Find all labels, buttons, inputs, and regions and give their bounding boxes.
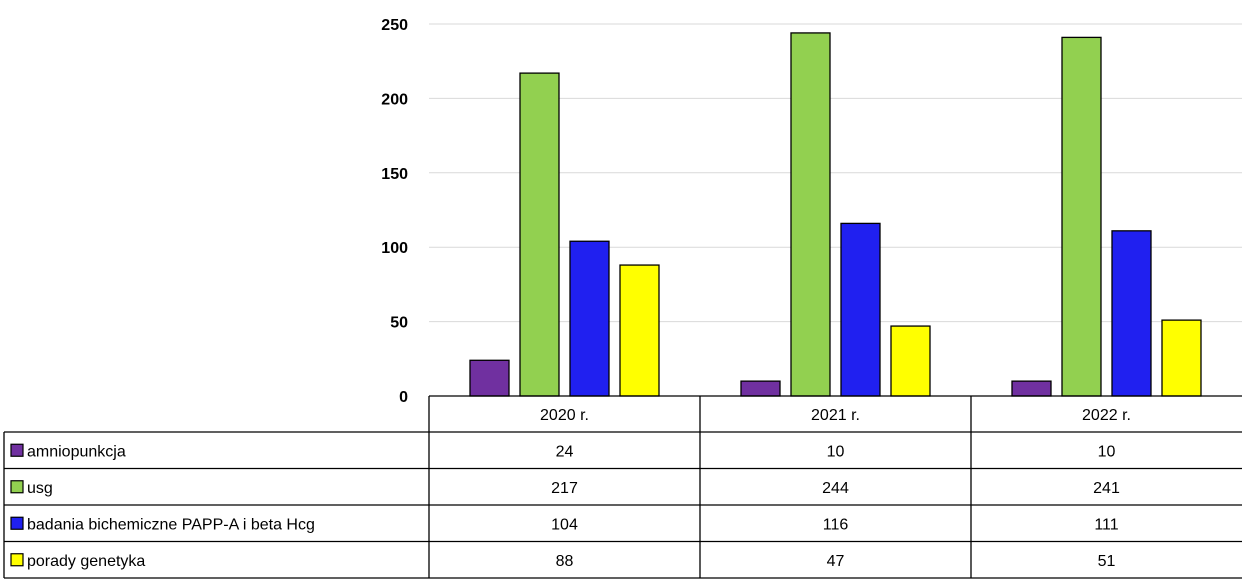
y-tick-label: 100 <box>381 240 408 257</box>
bar-amniopunkcja-2021r <box>740 380 781 397</box>
table-cell-value: 217 <box>551 480 578 497</box>
series-label: amniopunkcja <box>27 443 126 460</box>
bars <box>469 32 1202 397</box>
table-header-category: 2022 r. <box>1082 407 1131 424</box>
series-label: usg <box>27 480 53 497</box>
table-cell-value: 88 <box>556 553 574 570</box>
bar-porady-2020r <box>619 264 660 397</box>
legend-key <box>10 516 24 530</box>
bar-badania-2022r <box>1111 230 1152 397</box>
gridlines <box>429 23 1242 323</box>
table-cell-value: 47 <box>827 553 845 570</box>
table-cell-value: 10 <box>1098 443 1116 460</box>
y-tick-label: 150 <box>381 166 408 183</box>
y-tick-label: 250 <box>381 17 408 34</box>
table-header-category: 2020 r. <box>540 407 589 424</box>
y-tick-label: 0 <box>399 389 408 406</box>
bar-usg-2022r <box>1061 36 1102 397</box>
table-cell-value: 24 <box>556 443 574 460</box>
legend-key <box>10 443 24 457</box>
bar-badania-2021r <box>840 222 881 397</box>
series-label: porady genetyka <box>27 553 145 570</box>
bar-badania-2020r <box>569 240 610 397</box>
y-tick-label: 200 <box>381 91 408 108</box>
bar-amniopunkcja-2020r <box>469 359 510 397</box>
series-label: badania bichemiczne PAPP-A i beta Hcg <box>27 516 315 533</box>
table-cell-value: 51 <box>1098 553 1116 570</box>
legend-key <box>10 553 24 567</box>
bar-usg-2020r <box>519 72 560 397</box>
bar-porady-2021r <box>890 325 931 397</box>
data-table: 2020 r. 2021 r. 2022 r. amniopunkcja 24 10 10 u… <box>3 395 1242 579</box>
table-header-category: 2021 r. <box>811 407 860 424</box>
bar-porady-2022r <box>1161 319 1202 397</box>
table-cell-value: 10 <box>827 443 845 460</box>
legend-key <box>10 480 24 494</box>
table-cell-value: 111 <box>1094 516 1118 533</box>
table-cell-value: 244 <box>822 480 849 497</box>
table-cell-value: 241 <box>1093 480 1120 497</box>
bar-amniopunkcja-2022r <box>1011 380 1052 397</box>
table-cell-value: 116 <box>823 516 849 533</box>
bar-usg-2021r <box>790 32 831 397</box>
table-cell-value: 104 <box>551 516 578 533</box>
y-axis-ticks: 0 50 100 150 200 250 <box>381 17 408 406</box>
y-tick-label: 50 <box>390 315 408 332</box>
